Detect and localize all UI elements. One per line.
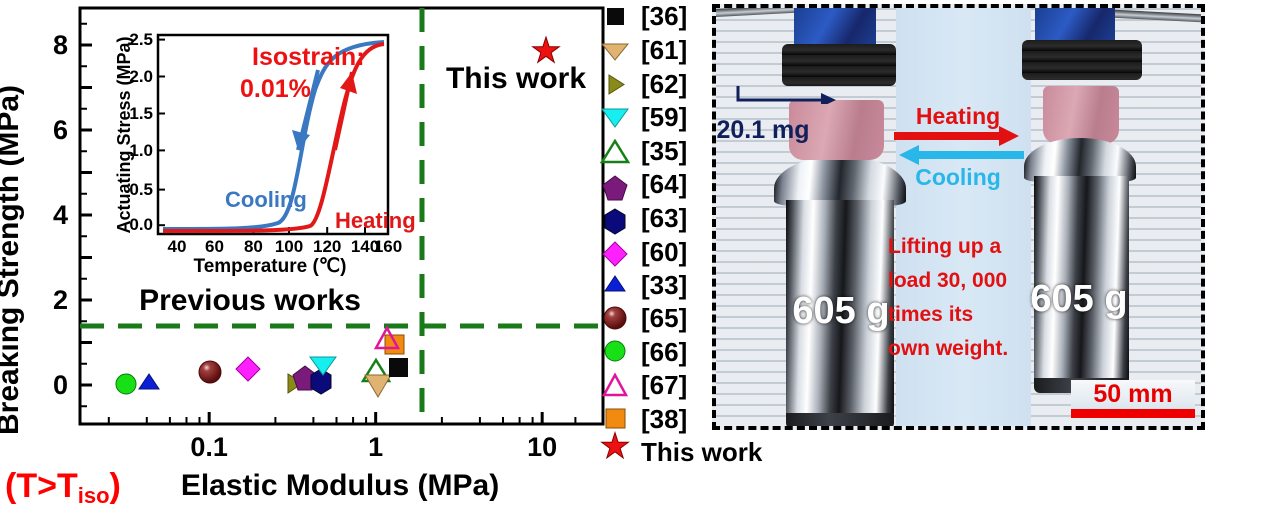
svg-text:[66]: [66] (641, 337, 687, 367)
svg-text:Actuating Stress (MPa): Actuating Stress (MPa) (114, 36, 134, 233)
svg-text:80: 80 (244, 237, 263, 256)
svg-text:40: 40 (168, 237, 187, 256)
svg-text:0.1: 0.1 (190, 432, 228, 462)
svg-text:[61]: [61] (641, 35, 687, 65)
svg-text:Heating: Heating (335, 208, 416, 233)
svg-text:Temperature (℃): Temperature (℃) (194, 256, 347, 277)
svg-text:1: 1 (368, 432, 383, 462)
svg-text:100: 100 (275, 237, 303, 256)
svg-text:[38]: [38] (641, 404, 687, 434)
svg-text:[59]: [59] (641, 102, 687, 132)
svg-text:160: 160 (374, 237, 402, 256)
svg-text:0: 0 (53, 370, 68, 400)
svg-text:This work: This work (641, 437, 763, 467)
svg-text:8: 8 (53, 30, 68, 60)
svg-text:[33]: [33] (641, 270, 687, 300)
svg-text:[67]: [67] (641, 370, 687, 400)
svg-text:[35]: [35] (641, 136, 687, 166)
svg-text:6: 6 (53, 115, 68, 145)
svg-text:(T>Tiso): (T>Tiso) (5, 467, 121, 506)
svg-text:[62]: [62] (641, 69, 687, 99)
svg-text:This work: This work (446, 62, 586, 95)
svg-text:4: 4 (53, 200, 68, 230)
svg-text:0.01%: 0.01% (240, 75, 311, 103)
svg-text:Previous works: Previous works (139, 284, 361, 317)
svg-text:Breaking Strength (MPa): Breaking Strength (MPa) (0, 85, 25, 435)
svg-text:[63]: [63] (641, 203, 687, 233)
svg-text:Isostrain:: Isostrain: (252, 43, 365, 71)
svg-text:120: 120 (313, 237, 341, 256)
svg-text:10: 10 (527, 432, 557, 462)
svg-text:Elastic Modulus (MPa): Elastic Modulus (MPa) (181, 469, 499, 502)
svg-text:[36]: [36] (641, 1, 687, 31)
svg-text:[60]: [60] (641, 237, 687, 267)
svg-text:[64]: [64] (641, 169, 687, 199)
svg-text:2: 2 (53, 285, 68, 315)
svg-text:Cooling: Cooling (225, 187, 307, 212)
svg-text:60: 60 (205, 237, 224, 256)
svg-text:[65]: [65] (641, 303, 687, 333)
